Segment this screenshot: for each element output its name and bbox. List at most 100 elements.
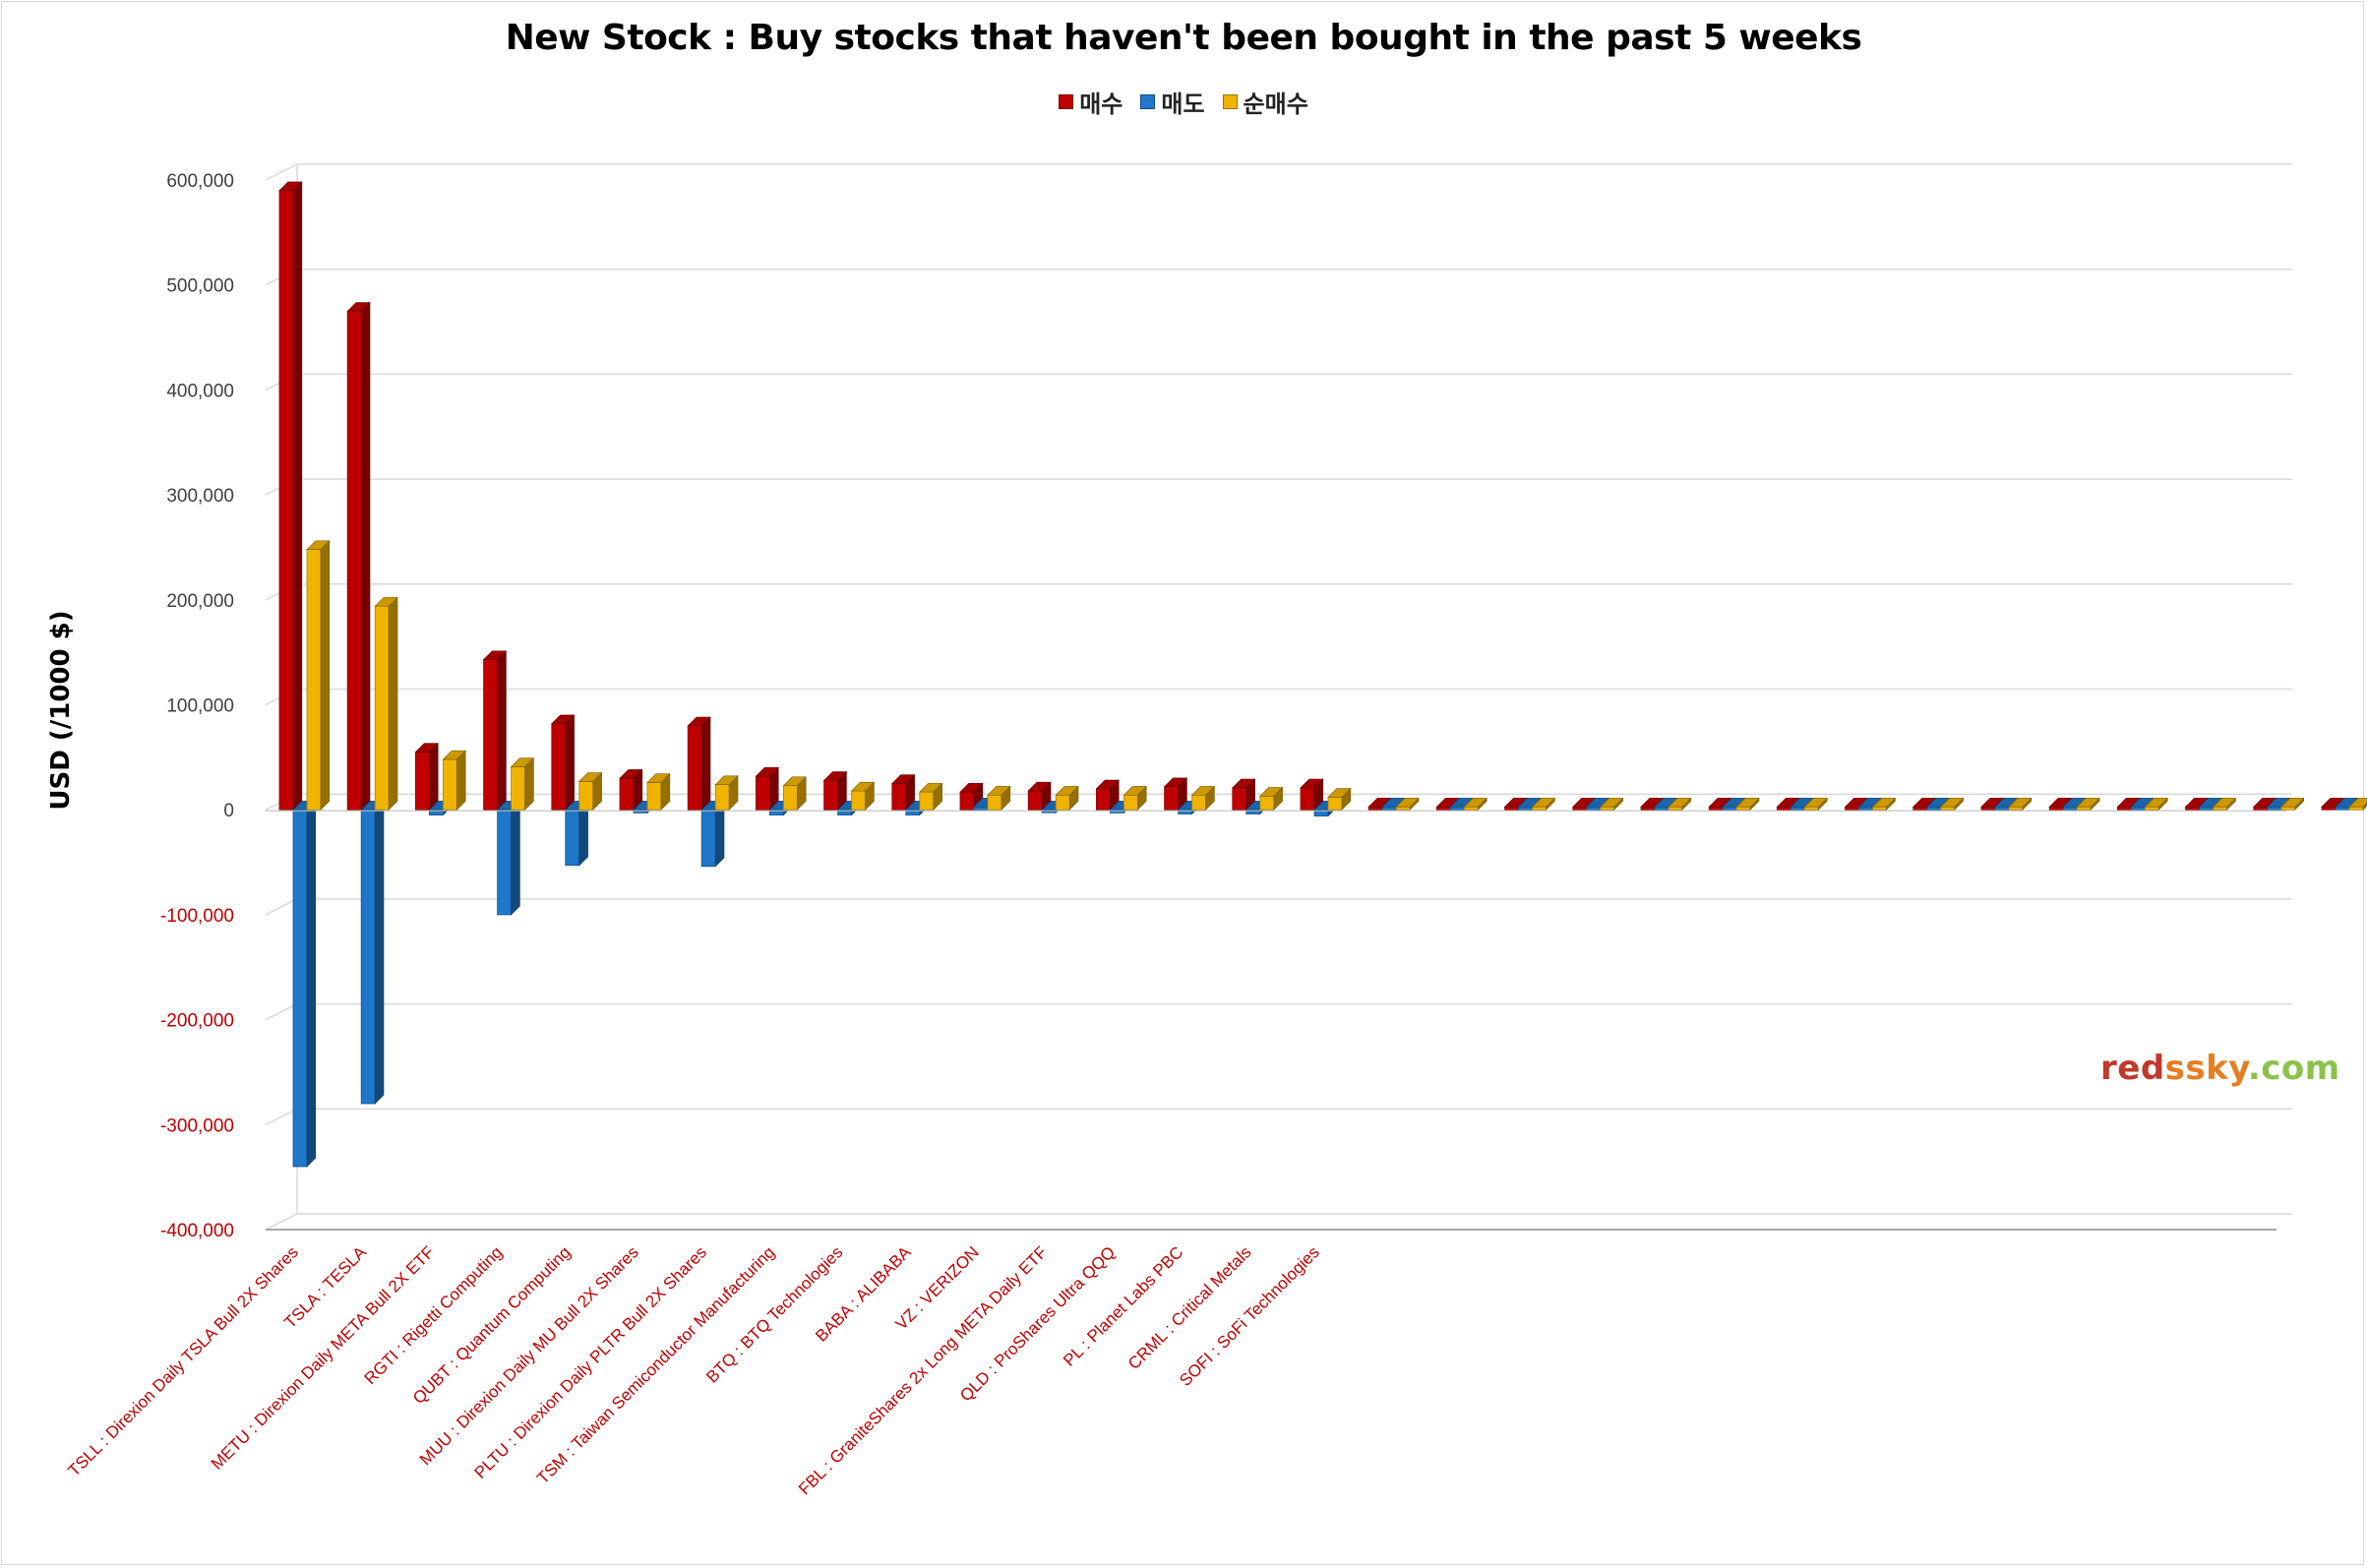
bar-net-front <box>919 791 935 811</box>
bar-buy-front <box>1640 806 1656 811</box>
bar-net-front <box>987 794 1002 811</box>
bar-sell-front <box>1654 806 1669 811</box>
bar-net-top <box>1668 798 1692 808</box>
bar-net-front <box>1464 806 1479 811</box>
bar-buy-side <box>360 301 371 811</box>
bar-net-front <box>1600 806 1615 811</box>
bar-net-top <box>850 781 876 792</box>
bar-buy-front <box>687 725 702 811</box>
legend-swatch-net <box>1222 94 1238 109</box>
watermark-part-3: .com <box>2247 1049 2340 1088</box>
bar-buy-top <box>551 714 576 725</box>
watermark-part-2: ssky <box>2164 1049 2248 1088</box>
bar-buy-front <box>278 190 294 811</box>
x-category-label: RGTI : Rigetti Computing <box>361 1242 507 1388</box>
bar-net-front <box>2144 806 2159 811</box>
bar-buy-front <box>1367 806 1383 811</box>
bar-net-front <box>1123 794 1138 811</box>
y-tick-label: -300,000 <box>160 1116 234 1136</box>
bar-buy-front <box>2048 806 2064 811</box>
legend-label-sell: 매도 <box>1161 90 1205 118</box>
x-category-label: PL : Planet Labs PBC <box>1060 1242 1186 1369</box>
bar-sell-front <box>1586 806 1602 811</box>
bar-net-side <box>388 596 398 811</box>
bar-buy-front <box>1096 788 1111 811</box>
bar-net-front <box>2213 806 2228 811</box>
bar-sell-front <box>1926 806 1942 811</box>
x-category-label: TSLL : Direxion Daily TSLA Bull 2X Share… <box>65 1242 302 1479</box>
gridline-connector <box>265 1108 298 1125</box>
bar-net-front <box>2076 806 2092 811</box>
y-tick-label: 600,000 <box>166 171 234 192</box>
bar-buy-front <box>1436 806 1451 811</box>
bar-buy-side <box>292 181 303 811</box>
bar-net-front <box>1872 806 1887 811</box>
bar-buy-front <box>1027 790 1043 811</box>
bar-buy-top <box>619 769 643 779</box>
bar-buy-front <box>1300 787 1315 811</box>
gridline-connector <box>265 163 298 181</box>
bar-net-top <box>1803 798 1828 808</box>
legend-item-sell: 매도 <box>1140 85 1205 119</box>
bar-sell-front <box>1450 806 1465 811</box>
bar-buy-side <box>497 650 507 811</box>
bar-net-top <box>442 750 466 760</box>
bar-sell-front <box>360 809 376 1105</box>
bar-sell-front <box>973 806 989 811</box>
bar-buy-top <box>1027 781 1052 792</box>
bar-net-side <box>2362 802 2367 811</box>
bar-buy-front <box>2185 806 2201 811</box>
gridline-connector <box>265 1002 298 1021</box>
bar-buy-front <box>1504 806 1519 811</box>
bar-net-top <box>919 782 943 793</box>
bar-net-top <box>2144 798 2168 808</box>
bar-net-top <box>714 775 739 785</box>
legend-swatch-buy <box>1059 94 1074 109</box>
bar-buy-front <box>1845 806 1859 811</box>
bar-net-top <box>1940 798 1965 808</box>
bar-net-top <box>1123 786 1147 796</box>
bar-net-front <box>1327 796 1343 811</box>
bar-net-front <box>2348 806 2364 811</box>
bar-sell-front <box>292 809 308 1168</box>
bar-net-top <box>782 776 807 786</box>
bar-buy-top <box>1300 778 1324 789</box>
bar-buy-front <box>2321 806 2337 811</box>
bar-net-front <box>374 605 390 811</box>
bar-net-top <box>987 786 1011 796</box>
bar-net-top <box>510 757 535 767</box>
bar-net-front <box>511 766 525 811</box>
bar-buy-front <box>1232 787 1247 811</box>
bar-sell-front <box>1858 806 1873 811</box>
x-category-label: SOFI : SoFi Technologies <box>1176 1242 1323 1390</box>
bar-buy-top <box>346 302 371 312</box>
bar-net-front <box>1259 795 1275 811</box>
x-category-label: CRML : Critical Metals <box>1124 1242 1255 1373</box>
bar-sell-front <box>700 809 716 868</box>
bar-net-top <box>1531 798 1556 808</box>
bar-sell-front <box>2199 806 2215 811</box>
bar-net-top <box>2280 798 2305 808</box>
bar-net-front <box>1532 806 1547 811</box>
bar-net-front <box>851 790 866 811</box>
bar-sell-front <box>1994 806 2010 811</box>
bar-net-top <box>578 772 603 782</box>
bar-sell-front <box>1790 806 1805 811</box>
bar-buy-top <box>1232 778 1256 789</box>
bar-buy-front <box>1777 806 1791 811</box>
bar-buy-top <box>414 743 439 753</box>
bar-buy-front <box>1708 806 1724 811</box>
bar-buy-front <box>414 752 430 811</box>
y-tick-label: 500,000 <box>166 276 234 297</box>
bar-net-top <box>1871 798 1897 808</box>
bar-net-top <box>1735 798 1760 808</box>
legend-swatch-sell <box>1140 94 1156 109</box>
bar-buy-front <box>2253 806 2269 811</box>
bar-net-front <box>1395 806 1411 811</box>
bar-sell-front <box>1381 806 1397 811</box>
bar-buy-front <box>483 659 499 811</box>
gridline-connector <box>265 1213 298 1231</box>
y-tick-label: 0 <box>223 801 234 821</box>
bar-buy-top <box>278 181 303 191</box>
